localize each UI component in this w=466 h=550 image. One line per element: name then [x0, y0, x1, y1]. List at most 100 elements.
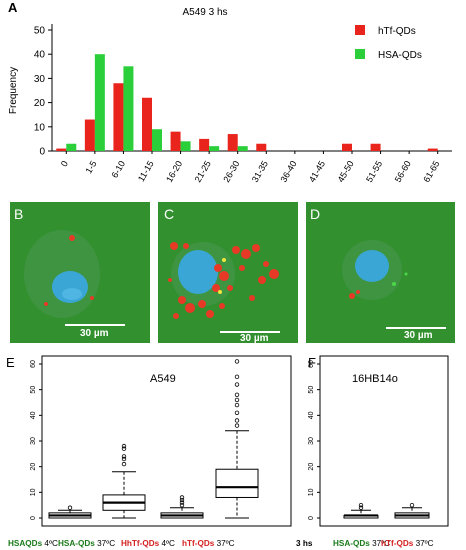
box [215, 468, 259, 498]
bar-hsa [94, 54, 105, 152]
outlier-point [358, 502, 364, 508]
legend-label: HSA-QDs [378, 50, 422, 61]
y-tick-label: 20 [34, 98, 46, 109]
bar-hsa [180, 141, 191, 151]
bar-htf [227, 134, 238, 151]
bar-htf [342, 143, 352, 151]
bar-htf [84, 119, 95, 151]
legend-label: hTf-QDs [378, 26, 416, 37]
x-tick-label: 0 [59, 159, 70, 168]
outlier-point [67, 505, 73, 510]
micrograph-c-image [158, 202, 298, 343]
y-tick-label: 40 [34, 50, 46, 61]
bar-htf [370, 143, 381, 151]
x-tick-label: 51-55 [364, 159, 384, 184]
y-tick-label: 10 [308, 488, 315, 496]
boxplots: 0 10 20 30 40 50 60 A549 HSAQDs 4ºC HSA-QDs 37ºC H… [8, 355, 449, 548]
bar-htf [56, 148, 67, 151]
panel-label-a: A [8, 0, 18, 15]
y-tick-label: 10 [34, 122, 46, 133]
y-tick-label: 50 [308, 386, 315, 394]
bar-hsa [123, 66, 134, 151]
x-tick-label: 6-10 [109, 159, 127, 180]
outlier-point [234, 374, 240, 380]
group-label: hTf-QDs 37ºC [182, 539, 235, 548]
outlier-point [409, 502, 415, 508]
outlier-point [179, 500, 185, 505]
bar-htf [113, 83, 124, 151]
bar-hsa [66, 143, 77, 151]
panel-label-f: F [308, 355, 316, 370]
outlier-point [179, 495, 185, 500]
y-tick-label: 50 [30, 386, 37, 394]
x-tick-label: 61-65 [421, 159, 441, 184]
particle [44, 302, 48, 306]
y-tick-label: 0 [308, 516, 315, 520]
outlier-point [179, 502, 185, 508]
outlier-point [234, 382, 240, 387]
y-tick-label: 20 [30, 463, 37, 471]
time-label: 3 hs [296, 539, 313, 548]
panel-label-d: D [310, 206, 321, 222]
bar-hsa [209, 146, 220, 151]
outlier-point [234, 418, 240, 423]
y-tick-label: 10 [30, 488, 37, 496]
x-tick-label: 11-15 [136, 159, 156, 183]
x-tick-label: 16-20 [164, 159, 184, 184]
boxplot-title: 16HB14o [352, 373, 398, 385]
x-tick-label: 56-60 [393, 159, 413, 184]
micrograph-c: C 30 µm [158, 202, 298, 343]
scale-label-c: 30 µm [240, 333, 269, 343]
x-tick-label: 41-45 [307, 159, 327, 184]
scale-label-b: 30 µm [80, 328, 109, 339]
bar-htf [427, 148, 438, 151]
legend-swatch [355, 25, 365, 35]
x-tick-label: 45-50 [336, 159, 356, 184]
panel-label-b: B [14, 206, 24, 222]
outlier-point [234, 397, 240, 403]
panel-label-e: E [6, 355, 15, 370]
y-tick-label: 60 [308, 360, 315, 368]
boxplot-title: A549 [150, 373, 176, 385]
outlier-point [179, 497, 185, 503]
legend-swatch [355, 49, 365, 59]
outlier-point [234, 423, 240, 428]
x-tick-label: 36-40 [278, 159, 298, 184]
outlier-point [234, 359, 240, 364]
chart-title: A549 3 hs [182, 7, 227, 18]
micrograph-d-image [306, 202, 455, 343]
y-tick-label: 40 [30, 411, 37, 419]
nucleus-c [178, 250, 218, 294]
y-tick-label: 0 [30, 516, 37, 520]
bar-htf [142, 97, 152, 151]
x-tick-label: 1-5 [83, 159, 98, 175]
y-tick-label: 40 [308, 411, 315, 419]
scale-label-d: 30 µm [404, 330, 433, 341]
group-label: HSA-QDs 37ºC [333, 539, 390, 548]
frequency-histogram: A549 3 hs Frequency 0 10 20 30 40 50 0 1-5 6-10 11-… [8, 7, 452, 184]
outlier-point [121, 454, 127, 459]
outlier-point [234, 410, 240, 415]
x-tick-label: 21-25 [193, 159, 213, 184]
micrograph-d: D 30 µm [306, 202, 455, 343]
y-tick-label: 30 [308, 437, 315, 445]
outlier-point [234, 402, 240, 408]
y-tick-label: 0 [39, 147, 45, 158]
y-tick-label: 30 [30, 437, 37, 445]
group-label: HSAQDs 4ºC [8, 539, 58, 548]
y-tick-label: 30 [34, 74, 46, 85]
y-tick-label: 20 [308, 463, 315, 471]
bar-htf [199, 138, 210, 151]
outlier-point [121, 446, 127, 451]
bar-hsa [152, 129, 162, 151]
y-axis-label: Frequency [8, 67, 19, 114]
particle [69, 235, 75, 241]
x-tick-label: 26-30 [221, 159, 241, 184]
outlier-point [121, 443, 127, 449]
outlier-point [121, 456, 127, 462]
group-label: hTf-QDs 37ºC [381, 539, 434, 548]
group-label: HhTf-QDs 4ºC [121, 539, 175, 548]
y-tick-label: 50 [34, 26, 46, 37]
outlier-point [358, 505, 364, 510]
micrograph-b-image [10, 202, 150, 343]
